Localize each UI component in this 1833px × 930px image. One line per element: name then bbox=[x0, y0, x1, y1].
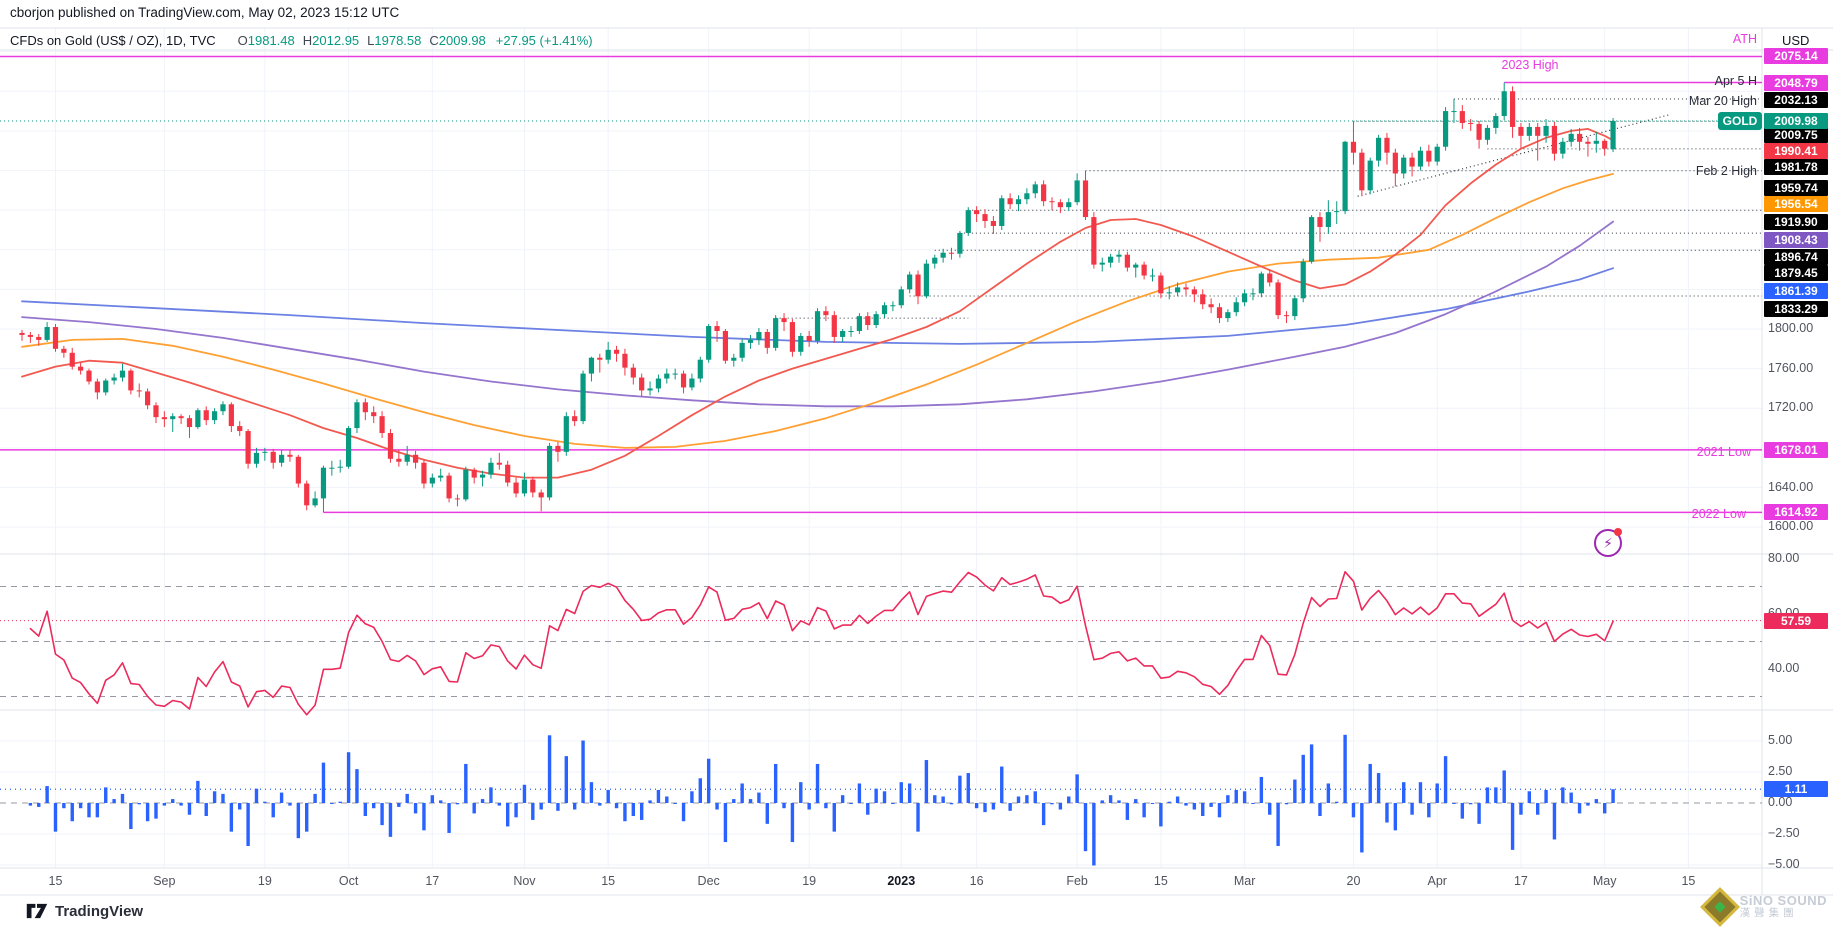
time-axis-label: 17 bbox=[1513, 874, 1528, 888]
notification-dot bbox=[1614, 528, 1622, 536]
price-label: 1833.29 bbox=[1764, 301, 1828, 317]
price-label: 2032.13 bbox=[1764, 92, 1828, 108]
time-axis-label: Mar bbox=[1233, 874, 1256, 888]
time-axis-label: Nov bbox=[513, 874, 536, 888]
open-label: O bbox=[237, 33, 248, 48]
symbol-price-tag: GOLD bbox=[1718, 112, 1762, 130]
time-axis-label: Apr bbox=[1427, 874, 1447, 888]
chart-annotation: Mar 20 High bbox=[1688, 94, 1757, 108]
high-value: 2012.95 bbox=[312, 33, 360, 48]
price-label: 1879.45 bbox=[1764, 265, 1828, 281]
axis-tick: 40.00 bbox=[1768, 661, 1800, 675]
price-label: 2009.75 bbox=[1764, 127, 1828, 143]
axis-tick: 0.00 bbox=[1768, 795, 1793, 809]
axis-tick: 1720.00 bbox=[1768, 400, 1814, 415]
tradingview-logo-link[interactable]: TradingView bbox=[26, 901, 143, 921]
price-label: 1908.43 bbox=[1764, 232, 1828, 248]
chart-annotation: Feb 2 High bbox=[1695, 164, 1757, 178]
time-axis-label: 15 bbox=[601, 874, 616, 888]
low-value: 1978.58 bbox=[374, 33, 422, 48]
time-axis-label: 20 bbox=[1346, 874, 1361, 888]
axis-tick: −2.50 bbox=[1768, 826, 1800, 840]
tradingview-logo-icon bbox=[26, 903, 48, 919]
axis-tick: 1640.00 bbox=[1768, 479, 1814, 494]
low-label: L bbox=[367, 33, 375, 48]
time-axis-label: Feb bbox=[1066, 874, 1088, 888]
current-price-label: 2009.98 bbox=[1764, 113, 1828, 129]
axis-tick: 80.00 bbox=[1768, 551, 1800, 565]
axis-tick: 2.50 bbox=[1768, 764, 1793, 778]
price-label: 2075.14 bbox=[1764, 48, 1828, 64]
time-axis-label: Sep bbox=[153, 874, 176, 888]
time-axis-label: 16 bbox=[969, 874, 984, 888]
chart-annotation: 2022 Low bbox=[1691, 507, 1746, 521]
axis-tick: 1600.00 bbox=[1768, 519, 1814, 534]
lightning-bolt-icon: ⚡ bbox=[1603, 535, 1613, 551]
price-label: 1959.74 bbox=[1764, 180, 1828, 196]
time-axis-label: 19 bbox=[802, 874, 817, 888]
symbol-legend[interactable]: CFDs on Gold (US$ / OZ), 1D, TVC O 1981.… bbox=[10, 31, 593, 50]
close-value: 2009.98 bbox=[438, 33, 486, 48]
axis-tick: 5.00 bbox=[1768, 733, 1793, 747]
histogram-value-label: 1.11 bbox=[1764, 781, 1828, 798]
sino-sound-logo-icon bbox=[1699, 887, 1740, 927]
price-label: 1861.39 bbox=[1764, 283, 1828, 299]
change-value: +27.95 (+1.41%) bbox=[495, 33, 593, 48]
rsi-value-label: 57.59 bbox=[1764, 612, 1828, 629]
sino-sound-watermark: SiNO SOUND 漢聲集團 bbox=[1699, 887, 1827, 927]
axis-tick: −5.00 bbox=[1768, 857, 1800, 871]
watermark-subtitle: 漢聲集團 bbox=[1739, 907, 1798, 919]
time-axis-label: 15 bbox=[48, 874, 63, 888]
close-label: C bbox=[429, 33, 439, 48]
price-label: 1981.78 bbox=[1764, 159, 1828, 175]
price-label: 1956.54 bbox=[1764, 196, 1828, 212]
time-axis-label: 15 bbox=[1681, 874, 1696, 888]
open-value: 1981.48 bbox=[247, 33, 295, 48]
time-axis-label: May bbox=[1592, 874, 1617, 888]
price-label: 1896.74 bbox=[1764, 249, 1828, 265]
time-axis-label: 15 bbox=[1153, 874, 1168, 888]
chart-annotation: ATH bbox=[1732, 32, 1757, 46]
watermark-title: SiNO SOUND bbox=[1739, 893, 1827, 908]
symbol-title: CFDs on Gold (US$ / OZ), 1D, TVC bbox=[10, 33, 216, 48]
price-label: 1678.01 bbox=[1764, 442, 1828, 458]
price-label: 1990.41 bbox=[1764, 143, 1828, 159]
byline: cborjon published on TradingView.com, Ma… bbox=[10, 5, 400, 20]
time-axis-label: Oct bbox=[338, 874, 359, 888]
time-axis-label: 19 bbox=[257, 874, 272, 888]
time-axis-label: Dec bbox=[697, 874, 720, 888]
idea-publish-button[interactable]: ⚡ bbox=[1594, 528, 1622, 557]
price-label: 1614.92 bbox=[1764, 504, 1828, 520]
high-label: H bbox=[302, 33, 313, 48]
chart-annotation: Apr 5 H bbox=[1714, 74, 1757, 88]
chart-annotation: 2023 High bbox=[1501, 58, 1559, 72]
tradingview-brand-text: TradingView bbox=[55, 902, 144, 920]
axis-tick: 1760.00 bbox=[1768, 360, 1814, 375]
time-axis-label: 17 bbox=[425, 874, 440, 888]
chart-annotation: 2021 Low bbox=[1696, 445, 1751, 459]
price-axis-currency: USD bbox=[1782, 33, 1810, 48]
time-axis-label: 2023 bbox=[887, 874, 916, 888]
price-label: 2048.79 bbox=[1764, 75, 1828, 91]
axis-tick: 1800.00 bbox=[1768, 321, 1814, 335]
price-label: 1919.90 bbox=[1764, 214, 1828, 230]
